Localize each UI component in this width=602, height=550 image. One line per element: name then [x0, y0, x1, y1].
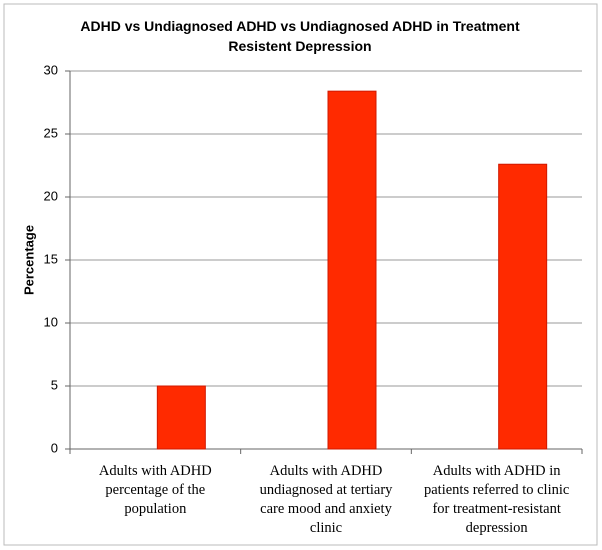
- y-axis-label: Percentage: [21, 225, 36, 295]
- y-tick-label: 10: [44, 314, 58, 329]
- y-tick-label: 25: [44, 125, 58, 140]
- y-tick-label: 30: [44, 62, 58, 77]
- bar: [156, 385, 206, 450]
- y-tick-label: 20: [44, 188, 58, 203]
- bar: [327, 90, 377, 450]
- x-tick-label: Adults with ADHD percentage of the popul…: [98, 463, 212, 517]
- x-tick-label: Adults with ADHD in patients referred to…: [423, 463, 570, 536]
- chart-title: ADHD vs Undiagnosed ADHD vs Undiagnosed …: [80, 18, 520, 54]
- y-tick-label: 0: [51, 440, 58, 455]
- y-tick-label: 15: [44, 251, 58, 266]
- x-tick-label: Adults with ADHD undiagnosed at tertiary…: [259, 463, 393, 536]
- bar: [498, 163, 548, 450]
- y-tick-label: 5: [51, 377, 58, 392]
